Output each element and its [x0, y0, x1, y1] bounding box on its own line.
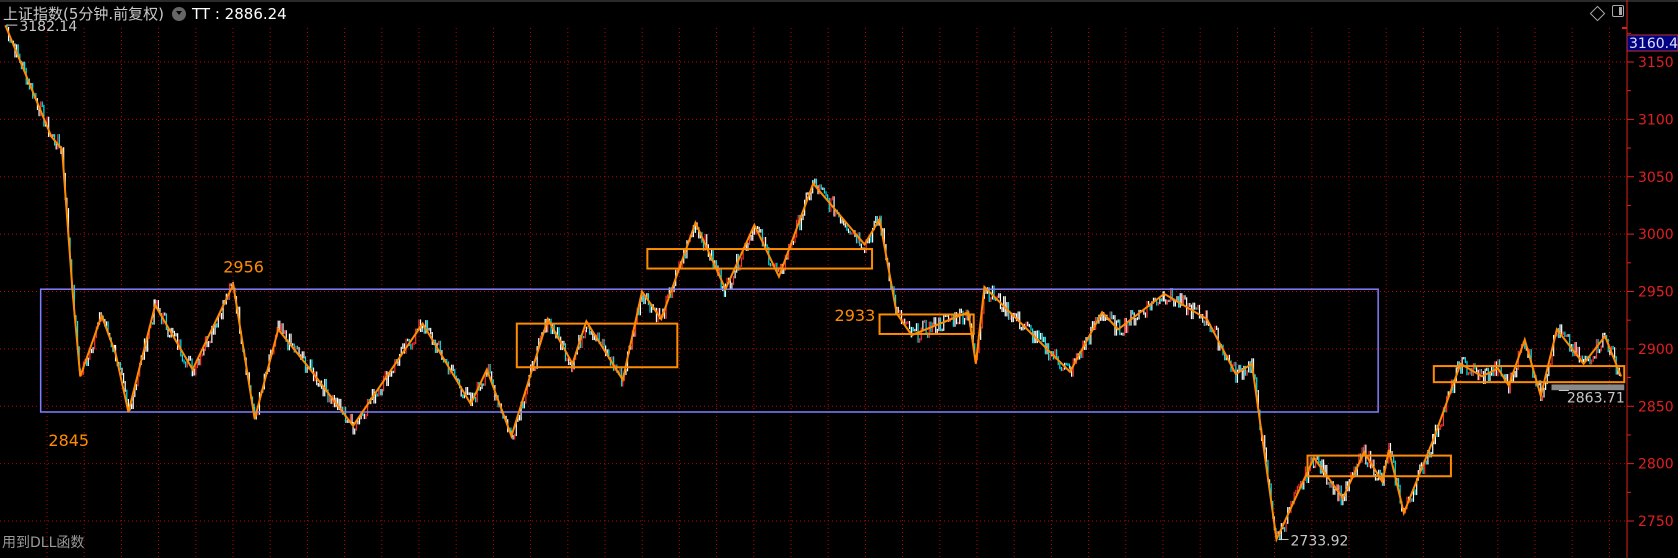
consolidation-box [646, 248, 874, 270]
consolidation-box [39, 288, 1379, 413]
annotation-label: 2933 [835, 306, 876, 325]
y-tick-label: 2750 [1638, 514, 1674, 530]
y-tick-label: 3050 [1638, 170, 1674, 186]
annotation-label: 2956 [223, 258, 264, 277]
index-title: 上证指数(5分钟.前复权) [3, 5, 165, 23]
consolidation-box [515, 322, 679, 369]
indicator-value: TT : 2886.24 [192, 5, 287, 23]
annotation-label: 2845 [48, 431, 89, 450]
zigzag-line [4, 24, 1622, 543]
current-price-box [1626, 34, 1678, 52]
footer-note: 用到DLL函数 [2, 535, 85, 551]
consolidation-box [878, 313, 975, 335]
y-tick-label: 2850 [1638, 399, 1674, 415]
y-tick-label: 2900 [1638, 342, 1674, 358]
y-tick-label: 3100 [1638, 112, 1674, 128]
current-price-label: 3160.4 [1629, 36, 1678, 52]
annotation-label: 2863.71 [1567, 391, 1625, 407]
y-tick-label: 2800 [1638, 457, 1674, 473]
chart-title-bar: 上证指数(5分钟.前复权) TT : 2886.24 [3, 3, 287, 25]
y-tick-label: 3000 [1638, 227, 1674, 243]
panel-toggle-icon[interactable] [1612, 5, 1624, 17]
consolidation-box [1432, 365, 1626, 384]
highlight-band [1551, 384, 1625, 391]
y-tick-label: 2950 [1638, 285, 1674, 301]
circle-chevron-down-icon[interactable] [172, 7, 187, 21]
y-tick-label: 3150 [1638, 55, 1674, 71]
price-series [6, 24, 1621, 541]
annotation-label: 3182.14 [19, 19, 77, 35]
annotation-label: 2733.92 [1291, 533, 1349, 549]
